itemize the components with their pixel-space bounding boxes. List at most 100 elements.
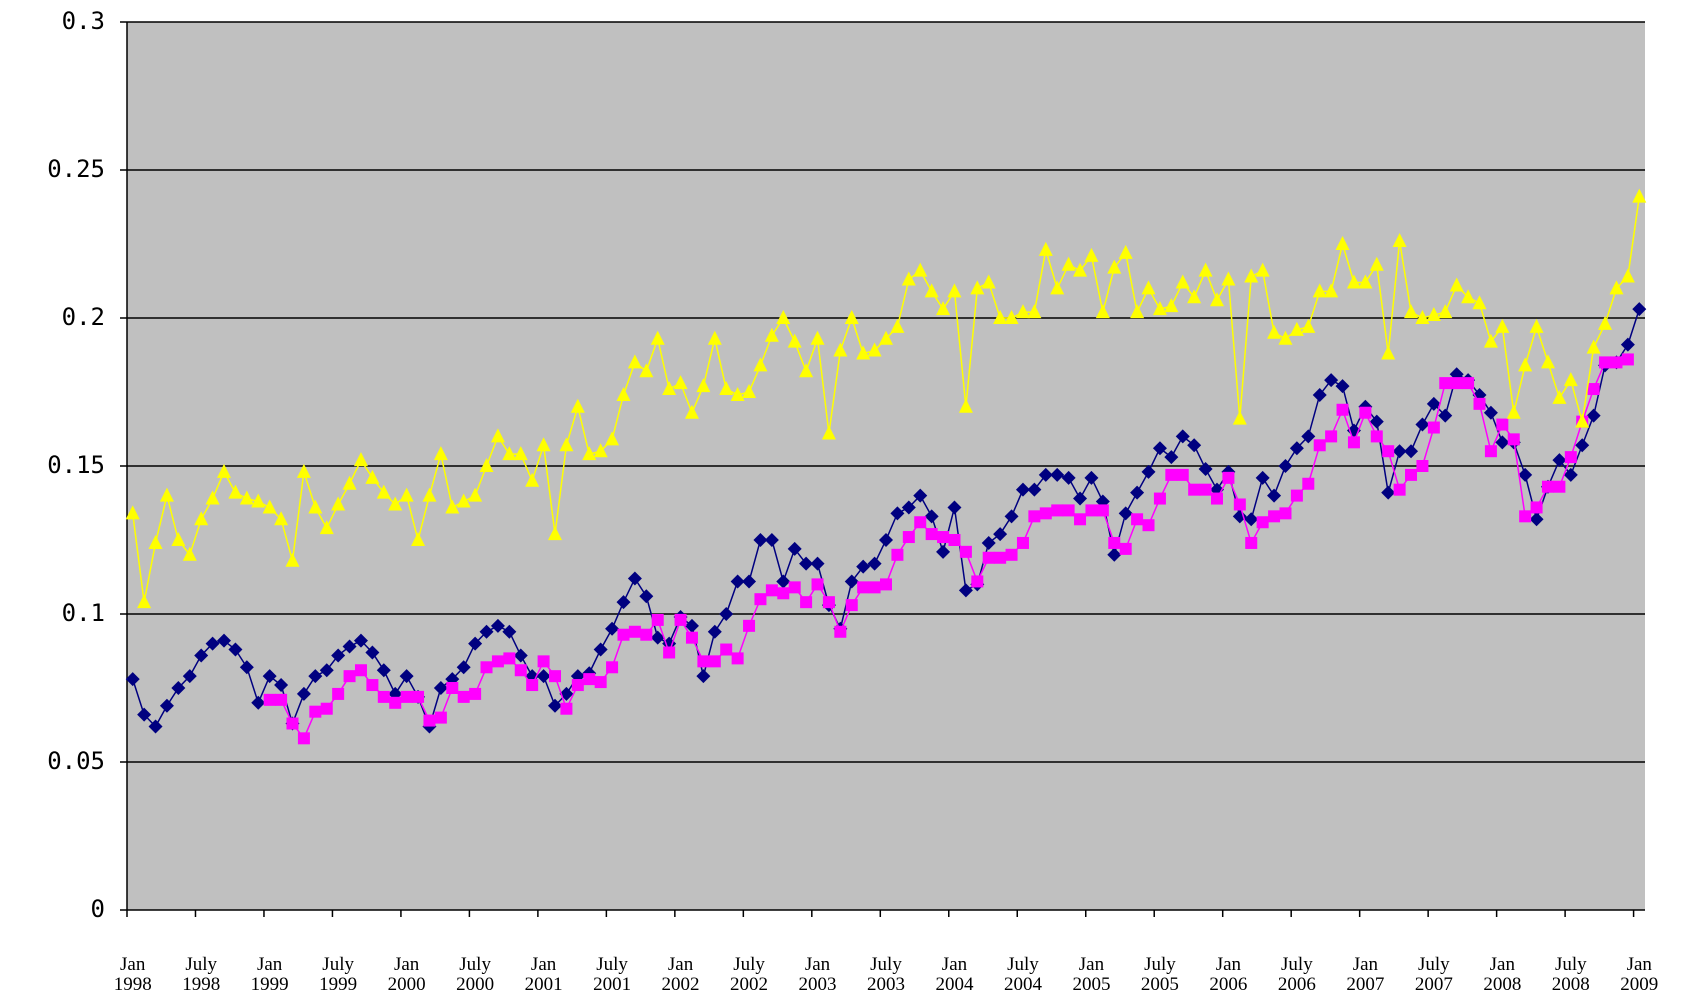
triangle-marker: [274, 511, 289, 526]
triangle-marker: [205, 490, 220, 505]
square-marker: [663, 646, 676, 659]
triangle-marker: [1141, 280, 1156, 295]
triangle-marker: [1198, 262, 1213, 277]
x-tick-label: July 2008: [1551, 954, 1590, 995]
triangle-marker: [525, 472, 540, 487]
square-marker: [640, 628, 653, 641]
triangle-marker: [137, 594, 152, 609]
triangle-marker: [856, 345, 871, 360]
square-marker: [1028, 510, 1041, 523]
square-marker: [1462, 377, 1475, 390]
diamond-marker: [1586, 408, 1601, 423]
triangle-marker: [399, 487, 414, 502]
triangle-marker: [1346, 274, 1361, 289]
triangle-marker: [479, 458, 494, 472]
diamond-marker: [502, 624, 517, 639]
triangle-marker: [981, 274, 996, 289]
triangle-marker: [1038, 241, 1053, 256]
diamond-marker: [1312, 387, 1327, 402]
x-tick-label: July 1998: [182, 954, 221, 995]
diamond-marker: [1015, 482, 1030, 497]
triangle-marker: [1107, 259, 1122, 274]
diamond-marker: [468, 636, 483, 651]
x-tick-label: Jan 2008: [1483, 954, 1522, 995]
triangle-marker: [605, 431, 620, 446]
square-marker: [389, 696, 402, 709]
triangle-marker: [662, 381, 677, 396]
triangle-marker: [456, 493, 471, 508]
square-marker: [412, 690, 425, 703]
square-marker: [1416, 460, 1429, 472]
diamond-marker: [159, 698, 174, 713]
diamond-marker: [1267, 488, 1282, 503]
x-tick-label: July 2003: [867, 954, 905, 995]
triangle-marker: [833, 342, 848, 357]
triangle-marker: [285, 552, 300, 567]
diamond-marker: [217, 633, 232, 648]
triangle-marker: [936, 301, 951, 316]
triangle-marker: [776, 310, 791, 324]
diamond-marker: [1130, 485, 1145, 500]
triangle-marker: [239, 490, 254, 505]
triangle-marker: [159, 487, 174, 502]
triangle-marker: [251, 493, 266, 508]
square-marker: [788, 581, 801, 594]
square-marker: [914, 516, 927, 529]
diamond-marker: [605, 621, 620, 636]
triangle-marker: [947, 283, 962, 298]
triangle-marker: [1267, 324, 1282, 339]
diamond-marker: [1552, 453, 1567, 468]
diamond-marker: [1141, 464, 1156, 479]
triangle-marker: [1095, 304, 1110, 319]
triangle-marker: [548, 526, 563, 541]
x-tick-label: Jan 2006: [1209, 954, 1248, 995]
diamond-marker: [1175, 429, 1190, 444]
triangle-marker: [1381, 345, 1396, 360]
square-marker: [845, 599, 858, 612]
square-marker: [491, 655, 504, 668]
diamond-marker: [856, 559, 871, 574]
square-marker: [1507, 433, 1520, 446]
diamond-marker: [810, 556, 825, 571]
square-marker: [708, 655, 721, 668]
triangle-marker: [296, 463, 311, 478]
triangle-marker: [1392, 233, 1407, 248]
triangle-marker: [1084, 247, 1099, 262]
y-tick-label: 0.1: [62, 599, 105, 627]
triangle-marker: [753, 357, 768, 372]
triangle-marker: [582, 446, 597, 461]
diamond-marker: [513, 648, 528, 663]
diamond-marker: [627, 571, 642, 586]
diamond-marker: [1483, 405, 1498, 420]
triangle-marker: [901, 271, 916, 286]
square-marker: [1051, 504, 1064, 517]
triangle-marker: [536, 437, 551, 452]
triangle-marker: [890, 318, 905, 333]
x-tick-label: July 2002: [730, 954, 769, 995]
square-marker: [1359, 406, 1372, 419]
triangle-marker: [1506, 404, 1521, 419]
triangle-marker: [1449, 277, 1464, 292]
square-marker: [1131, 513, 1144, 526]
triangle-marker: [1278, 330, 1293, 345]
square-marker: [354, 664, 367, 677]
diamond-marker: [433, 681, 448, 695]
square-marker: [1302, 477, 1315, 490]
y-tick-label: 0.25: [47, 155, 105, 183]
diamond-marker: [947, 500, 962, 515]
square-marker: [1439, 377, 1452, 390]
square-marker: [549, 670, 562, 683]
diamond-marker: [205, 636, 220, 651]
square-marker: [902, 531, 915, 544]
square-marker: [1382, 445, 1395, 458]
triangle-marker: [1027, 304, 1042, 319]
square-marker: [754, 593, 767, 606]
diamond-marker: [228, 642, 243, 657]
x-tick-label: July 2005: [1140, 954, 1179, 995]
square-marker: [1541, 480, 1554, 493]
triangle-marker: [970, 280, 985, 295]
square-marker: [594, 676, 607, 689]
triangle-marker: [1061, 256, 1076, 271]
diamond-marker: [1107, 547, 1122, 562]
